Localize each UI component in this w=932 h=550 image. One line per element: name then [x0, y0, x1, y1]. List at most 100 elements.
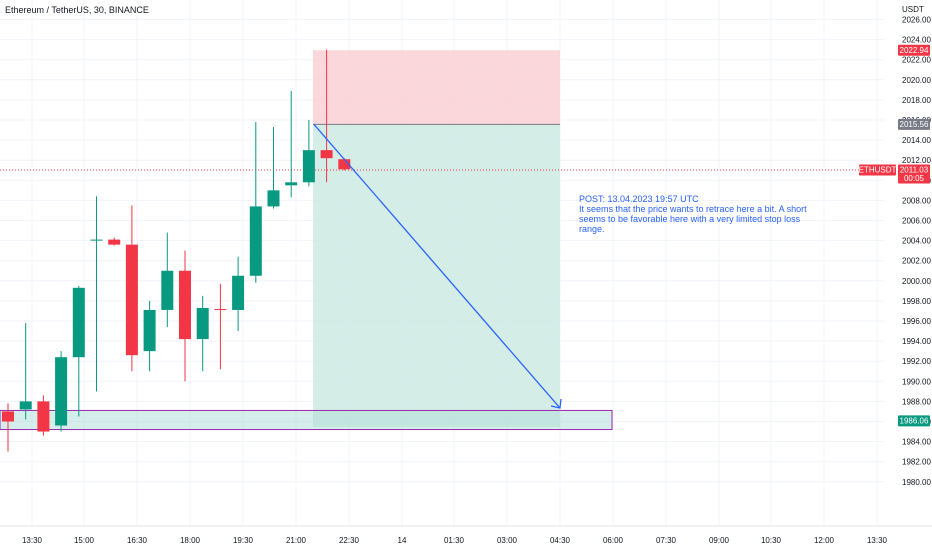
time-tick-label: 07:30 — [656, 536, 677, 545]
price-tick-label: 2026.00 — [902, 16, 931, 25]
candle-body — [19, 401, 32, 410]
time-tick-label: 03:00 — [497, 536, 518, 545]
candle-body — [232, 275, 245, 310]
time-tick-label: 13:30 — [867, 536, 888, 545]
candle — [19, 323, 32, 420]
time-tick-label: 14 — [398, 536, 407, 545]
entry-badge-text: 2015.56 — [900, 120, 929, 129]
price-tick-label: 1994.00 — [902, 337, 931, 346]
symbol-badge-text: ETHUSDT — [859, 165, 897, 174]
current-price-text: 2011.03 — [900, 165, 929, 174]
candle — [90, 196, 103, 392]
stop-loss-badge-text: 2022.94 — [900, 46, 929, 55]
symbol-badge-bg — [859, 164, 896, 176]
time-tick-label: 22:30 — [339, 536, 360, 545]
time-tick-label: 21:00 — [286, 536, 307, 545]
time-tick-label: 09:00 — [709, 536, 730, 545]
price-tick-label: 2018.00 — [902, 96, 931, 105]
price-tick-label: 2008.00 — [902, 196, 931, 205]
candle — [143, 300, 156, 372]
candle — [232, 256, 245, 332]
annotation-date: POST: 13.04.2023 19:57 UTC — [579, 194, 699, 204]
candle-body — [249, 206, 262, 276]
time-tick-label: 13:30 — [22, 536, 43, 545]
symbol-title[interactable]: Ethereum / TetherUS, 30, BINANCE — [5, 5, 149, 15]
trend-arrow[interactable] — [313, 123, 562, 409]
candle-body — [37, 401, 50, 432]
candle-body — [90, 239, 103, 241]
entry-badge: 2015.56 — [898, 118, 930, 130]
price-tick-label: 2020.00 — [902, 76, 931, 85]
candle-body — [196, 307, 209, 340]
time-tick-label: 15:00 — [74, 536, 95, 545]
price-tick-label: 2002.00 — [902, 257, 931, 266]
price-tick-label: 1988.00 — [902, 397, 931, 406]
candle-body — [179, 270, 191, 340]
price-tick-label: 1984.00 — [902, 438, 931, 447]
price-tick-label: 1998.00 — [902, 297, 931, 306]
candle — [72, 285, 85, 417]
candle-body — [143, 309, 156, 352]
price-tick-label: 2004.00 — [902, 237, 931, 246]
price-axis[interactable]: USDT 2026.00 2024.00 2022.00 2020.00 2018.00 2… — [902, 5, 931, 487]
currency-label: USDT — [902, 5, 924, 14]
profit-target-zone[interactable] — [313, 124, 560, 427]
time-tick-label: 18:00 — [180, 536, 201, 545]
candle — [285, 90, 298, 198]
arrow-head — [550, 398, 562, 409]
candle-body — [161, 270, 174, 310]
time-tick-label: 12:00 — [814, 536, 835, 545]
time-tick-label: 04:30 — [550, 536, 571, 545]
candle — [108, 237, 121, 246]
price-tick-label: 1992.00 — [902, 357, 931, 366]
candle — [2, 403, 14, 452]
candle-body — [72, 287, 85, 358]
time-tick-label: 06:00 — [603, 536, 624, 545]
price-tick-label: 2000.00 — [902, 277, 931, 286]
candle-body — [267, 190, 280, 207]
arrow-shaft — [313, 123, 561, 409]
stop-loss-badge: 2022.94 — [898, 44, 930, 56]
candle — [161, 232, 174, 328]
candles — [2, 49, 351, 452]
price-tick-label: 1980.00 — [902, 478, 931, 487]
post-annotation[interactable]: POST: 13.04.2023 19:57 UTC It seems that… — [579, 194, 814, 234]
stop-loss-zone[interactable] — [313, 50, 560, 125]
candle-body — [108, 239, 121, 245]
price-tick-label: 2006.00 — [902, 217, 931, 226]
time-tick-label: 01:30 — [444, 536, 465, 545]
candle-body — [125, 244, 138, 356]
price-tick-label: 2022.00 — [902, 56, 931, 65]
price-tick-label: 2024.00 — [902, 36, 931, 45]
candle — [196, 295, 209, 372]
time-tick-label: 16:30 — [127, 536, 148, 545]
candle-body — [338, 159, 351, 170]
entry-badge-bg — [898, 118, 930, 130]
time-tick-label: 10:30 — [761, 536, 782, 545]
candle — [320, 49, 333, 183]
candle-body — [285, 182, 298, 186]
candle-body — [2, 411, 14, 422]
candle — [214, 283, 227, 370]
target-badge: 1986.06 — [898, 415, 930, 427]
symbol-badge: ETHUSDT — [859, 164, 897, 176]
target-badge-bg — [898, 415, 930, 427]
candle — [55, 351, 68, 432]
candle — [37, 395, 50, 436]
price-tick-label: 1996.00 — [902, 317, 931, 326]
time-axis[interactable]: 13:30 15:00 16:30 18:00 19:30 21:00 22:30 14 01:… — [22, 536, 888, 545]
candle-body — [302, 150, 315, 183]
current-price-badge-bg — [898, 164, 930, 184]
stop-loss-badge-bg — [898, 44, 930, 56]
countdown-text: 00:05 — [904, 174, 925, 183]
candle — [179, 250, 191, 382]
time-tick-label: 19:30 — [233, 536, 254, 545]
price-tick-label: 2012.00 — [902, 156, 931, 165]
candle-body — [320, 150, 333, 159]
annotation-text: It seems that the price wants to retrace… — [579, 204, 807, 234]
support-zone-rectangle[interactable] — [0, 409, 613, 431]
candle-body — [214, 308, 227, 310]
